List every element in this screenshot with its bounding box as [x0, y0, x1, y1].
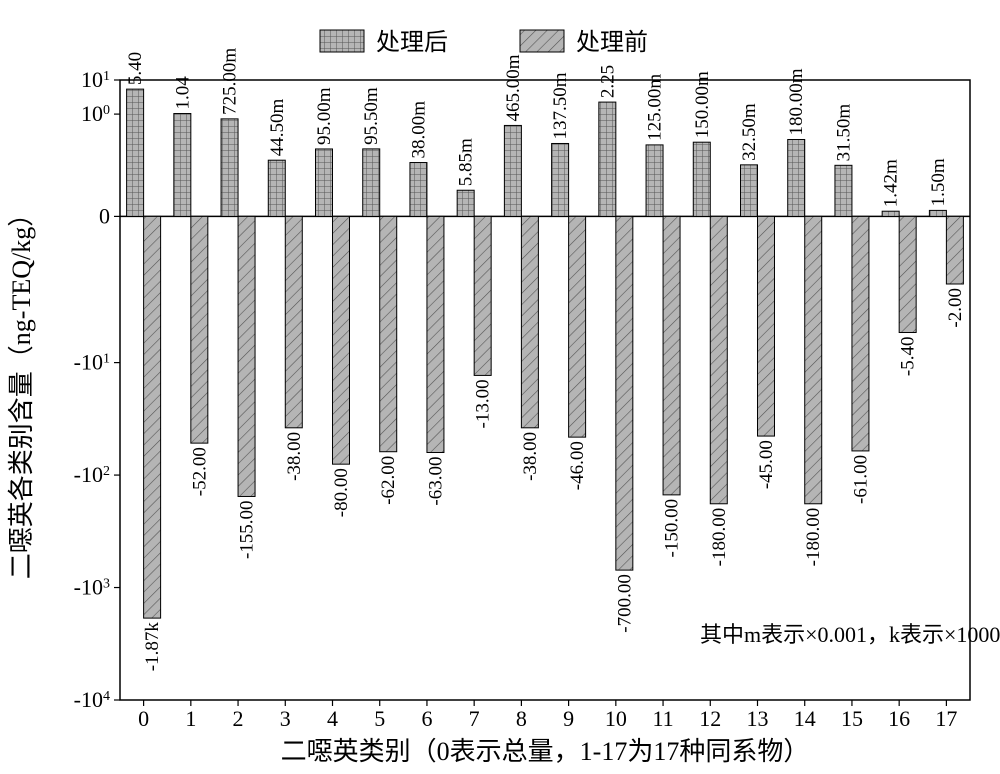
bar-before [852, 216, 869, 451]
value-label-before: -63.00 [425, 457, 446, 506]
legend-swatch-after [320, 30, 364, 52]
bar-before [710, 216, 727, 503]
value-label-before: -45.00 [756, 440, 777, 489]
value-label-after: 150.00m [692, 71, 713, 138]
dioxin-chart: 100101-101-102-103-104001234567891011121… [0, 0, 1000, 774]
value-label-before: -2.00 [945, 288, 966, 328]
x-tick-label: 0 [138, 706, 149, 731]
bar-after [835, 165, 852, 216]
value-label-before: -52.00 [189, 447, 210, 496]
x-tick-label: 9 [563, 706, 574, 731]
value-label-after: 95.00m [314, 87, 335, 145]
value-label-after: 1.04 [172, 76, 193, 110]
legend-swatch-before [520, 30, 564, 52]
x-tick-label: 2 [233, 706, 244, 731]
value-label-after: 2.25 [597, 65, 618, 98]
value-label-before: -46.00 [567, 441, 588, 490]
x-tick-label: 11 [652, 706, 673, 731]
bar-after [174, 114, 191, 217]
bar-before [427, 216, 444, 452]
value-label-before: -5.40 [898, 337, 919, 377]
bar-before [144, 216, 161, 618]
footnote: 其中m表示×0.001，k表示×1000 [700, 622, 1000, 647]
bar-before [474, 216, 491, 375]
value-label-after: 137.50m [550, 72, 571, 139]
x-tick-label: 10 [605, 706, 627, 731]
y-axis-label: 二噁英各类别含量（ng-TEQ/kg） [7, 201, 36, 579]
bar-before [946, 216, 963, 284]
x-tick-label: 13 [747, 706, 769, 731]
bar-before [899, 216, 916, 332]
bar-before [758, 216, 775, 436]
bar-after [646, 145, 663, 217]
x-tick-label: 4 [327, 706, 338, 731]
x-tick-label: 14 [794, 706, 816, 731]
value-label-after: 38.00m [408, 101, 429, 159]
bar-after [316, 149, 333, 216]
value-label-after: 95.50m [361, 87, 382, 145]
bar-after [457, 190, 474, 216]
bar-after [929, 210, 946, 216]
value-label-after: 44.50m [267, 98, 288, 156]
value-label-before: -180.00 [803, 508, 824, 567]
svg-text:0: 0 [99, 203, 110, 228]
bar-before [663, 216, 680, 494]
bar-after [268, 160, 285, 216]
value-label-after: 32.50m [739, 103, 760, 161]
bar-before [569, 216, 586, 437]
value-label-before: -180.00 [709, 508, 730, 567]
value-label-after: 5.40 [125, 52, 146, 85]
x-tick-label: 3 [280, 706, 291, 731]
bar-before [380, 216, 397, 451]
bar-after [410, 163, 427, 217]
value-label-before: -13.00 [473, 379, 494, 428]
x-tick-label: 15 [841, 706, 863, 731]
value-label-before: -150.00 [662, 499, 683, 558]
bar-after [693, 142, 710, 216]
bar-after [127, 89, 144, 216]
value-label-after: 725.00m [220, 48, 241, 115]
value-label-after: 31.50m [833, 104, 854, 162]
x-tick-label: 16 [888, 706, 910, 731]
x-tick-label: 17 [935, 706, 957, 731]
bar-after [552, 143, 569, 216]
bar-before [805, 216, 822, 503]
legend-label-before: 处理前 [576, 29, 648, 56]
x-tick-label: 5 [374, 706, 385, 731]
value-label-before: -700.00 [614, 574, 635, 633]
value-label-before: -1.87k [142, 622, 163, 672]
value-label-before: -80.00 [331, 468, 352, 517]
value-label-after: 1.42m [881, 159, 902, 207]
legend-label-after: 处理后 [376, 29, 448, 56]
bar-after [221, 119, 238, 217]
bar-after [363, 149, 380, 217]
bar-before [238, 216, 255, 496]
x-tick-label: 8 [516, 706, 527, 731]
bar-before [191, 216, 208, 443]
bar-after [504, 125, 521, 216]
x-tick-label: 12 [699, 706, 721, 731]
x-tick-label: 6 [421, 706, 432, 731]
value-label-after: 5.85m [456, 138, 477, 186]
bar-before [285, 216, 302, 427]
bar-before [521, 216, 538, 427]
x-tick-label: 7 [469, 706, 480, 731]
x-axis-label: 二噁英类别（0表示总量，1-17为17种同系物） [281, 737, 810, 766]
value-label-after: 180.00m [786, 68, 807, 135]
value-label-before: -61.00 [850, 455, 871, 504]
bar-after [788, 139, 805, 216]
value-label-after: 125.00m [645, 74, 666, 141]
value-label-after: 1.50m [928, 158, 949, 206]
bar-before [333, 216, 350, 464]
value-label-before: -155.00 [237, 500, 258, 559]
value-label-before: -62.00 [378, 456, 399, 505]
x-tick-label: 1 [185, 706, 196, 731]
value-label-after: 465.00m [503, 54, 524, 121]
bar-after [599, 102, 616, 216]
bar-after [741, 165, 758, 217]
value-label-before: -38.00 [520, 432, 541, 481]
bar-after [882, 211, 899, 216]
bar-before [616, 216, 633, 570]
value-label-before: -38.00 [284, 432, 305, 481]
